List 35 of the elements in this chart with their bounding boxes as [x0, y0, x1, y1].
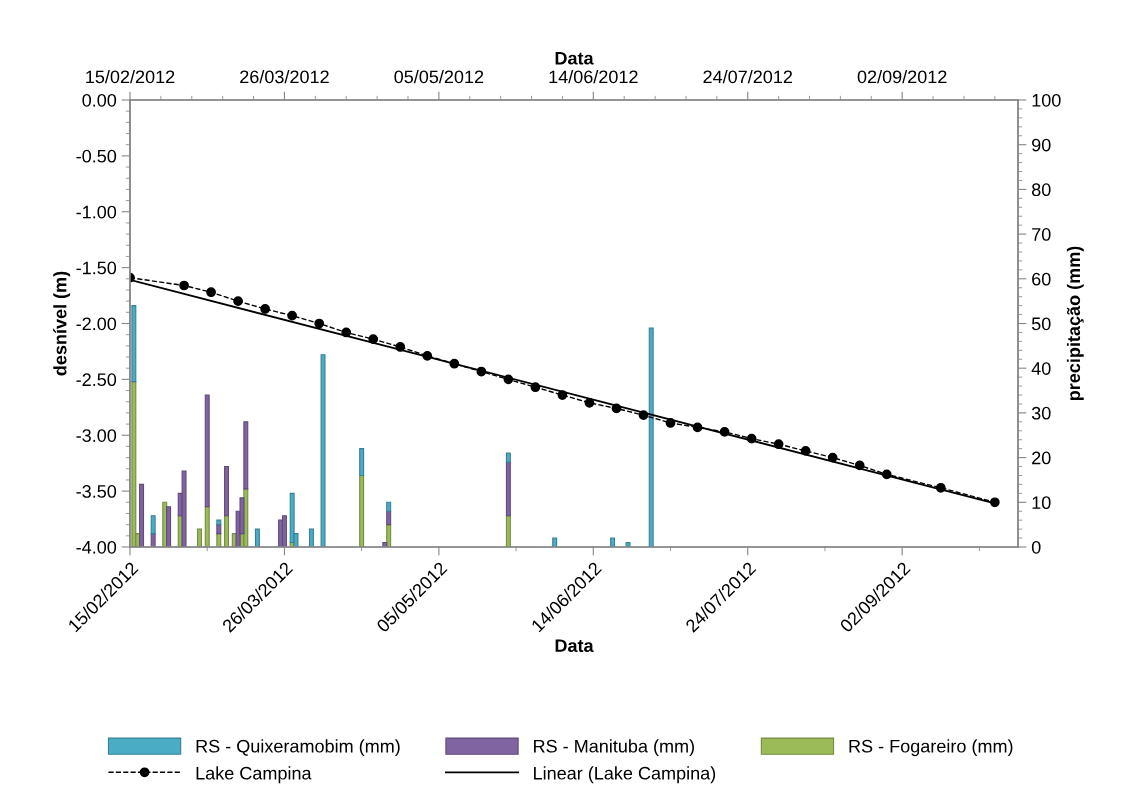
x2-tick-label: 24/07/2012	[703, 69, 793, 84]
y2-tick-label: 20	[1032, 451, 1051, 465]
y2-tick-label: 60	[1032, 272, 1051, 286]
y-tick-label: -3.00	[76, 429, 117, 442]
y-axis-title: desnível (m)	[53, 271, 71, 376]
legend-label: Lake Campina	[196, 766, 312, 784]
x2-tick-label: 02/09/2012	[857, 69, 947, 84]
legend-label: RS - Quixeramobim (mm)	[196, 739, 400, 757]
x-axis-title: Data	[555, 639, 594, 653]
y2-tick-label: 90	[1032, 138, 1051, 152]
y-tick-label: -3.50	[76, 485, 117, 498]
x2-tick-label: 14/06/2012	[549, 69, 638, 84]
x2-tick-label: 15/02/2012	[86, 69, 175, 84]
y2-tick-label: 80	[1031, 183, 1051, 197]
y-tick-label: -0.50	[76, 149, 117, 163]
y-tick-label: 0.00	[82, 93, 117, 107]
y2-tick-label: 50	[1031, 317, 1051, 331]
x2-tick-label: 26/03/2012	[240, 69, 329, 84]
y2-tick-label: 70	[1032, 228, 1051, 241]
y2-tick-label: 0	[1031, 540, 1041, 554]
y2-tick-label: 40	[1031, 362, 1051, 375]
y-tick-label: -2.00	[76, 317, 117, 331]
y-tick-label: -2.50	[76, 373, 117, 387]
x2-tick-label: 05/05/2012	[394, 69, 484, 84]
legend-label: RS - Manituba (mm)	[534, 739, 694, 757]
y-tick-label: -4.00	[76, 540, 117, 554]
y2-tick-label: 10	[1032, 496, 1051, 510]
y2-tick-label: 30	[1031, 406, 1051, 420]
legend-label: Linear (Lake Campina)	[534, 766, 716, 784]
y-tick-label: -1.50	[76, 261, 117, 275]
y-tick-label: -1.00	[76, 205, 117, 219]
y2-tick-label: 100	[1032, 93, 1061, 107]
x2-axis-title: Data	[555, 52, 594, 65]
y2-axis-title: precipitação (mm)	[1066, 246, 1084, 401]
legend-label: RS - Fogareiro (mm)	[849, 739, 1013, 757]
